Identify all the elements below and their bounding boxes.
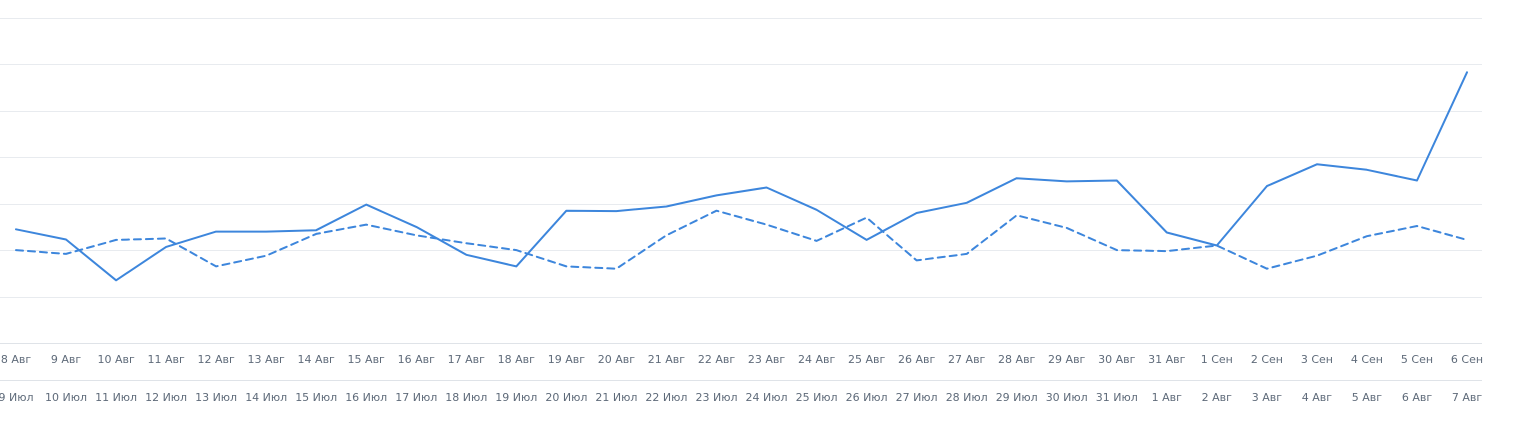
x-tick-label-secondary: 27 Июл	[896, 391, 938, 404]
series-line-2	[15, 209, 1468, 270]
x-axis-labels-primary: 8 Авг 9 Авг 10 Авг 11 Авг 12 Авг 13 Авг 14 Авг…	[1, 353, 1483, 366]
x-tick-label-secondary: 26 Июл	[846, 391, 888, 404]
x-tick-label-secondary: 13 Июл	[195, 391, 237, 404]
x-tick-label: 26 Авг	[898, 353, 936, 366]
x-tick-label: 20 Авг	[598, 353, 636, 366]
x-tick-label: 18 Авг	[498, 353, 536, 366]
x-tick-label-secondary: 18 Июл	[445, 391, 487, 404]
x-tick-label: 28 Авг	[998, 353, 1036, 366]
x-tick-label: 2 Сен	[1251, 353, 1283, 366]
x-tick-label-secondary: 31 Июл	[1096, 391, 1138, 404]
gridlines	[0, 18, 1482, 298]
x-tick-label-secondary: 19 Июл	[495, 391, 537, 404]
x-tick-label: 22 Авг	[698, 353, 736, 366]
x-tick-label-secondary: 11 Июл	[95, 391, 137, 404]
x-tick-label: 21 Авг	[648, 353, 686, 366]
x-tick-label-secondary: 1 Авг	[1152, 391, 1183, 404]
x-tick-label: 10 Авг	[97, 353, 135, 366]
x-axis-labels-secondary: 9 Июл 10 Июл 11 Июл 12 Июл 13 Июл 14 Июл 15 Ию…	[0, 391, 1482, 404]
x-tick-label: 31 Авг	[1148, 353, 1186, 366]
x-tick-label-secondary: 22 Июл	[645, 391, 687, 404]
x-tick-label: 3 Сен	[1301, 353, 1333, 366]
x-tick-label: 27 Авг	[948, 353, 986, 366]
x-tick-label-secondary: 14 Июл	[245, 391, 287, 404]
x-tick-label: 16 Авг	[398, 353, 436, 366]
x-tick-label: 15 Авг	[348, 353, 386, 366]
x-tick-label: 13 Авг	[248, 353, 286, 366]
x-tick-label: 8 Авг	[1, 353, 32, 366]
x-tick-label-secondary: 20 Июл	[545, 391, 587, 404]
x-tick-label-secondary: 4 Авг	[1302, 391, 1333, 404]
x-tick-label-secondary: 17 Июл	[395, 391, 437, 404]
x-tick-label: 14 Авг	[298, 353, 336, 366]
x-tick-label-secondary: 28 Июл	[946, 391, 988, 404]
x-tick-label: 24 Авг	[798, 353, 836, 366]
series-line-1	[15, 71, 1468, 282]
x-tick-label-secondary: 29 Июл	[996, 391, 1038, 404]
x-tick-label-secondary: 2 Авг	[1202, 391, 1233, 404]
x-tick-label: 30 Авг	[1098, 353, 1136, 366]
x-tick-label: 1 Сен	[1201, 353, 1233, 366]
x-tick-label-secondary: 25 Июл	[796, 391, 838, 404]
x-tick-label-secondary: 12 Июл	[145, 391, 187, 404]
x-tick-label: 17 Авг	[448, 353, 486, 366]
x-tick-label: 9 Авг	[51, 353, 82, 366]
x-tick-label-secondary: 21 Июл	[595, 391, 637, 404]
x-tick-label: 6 Сен	[1451, 353, 1483, 366]
x-tick-label-secondary: 24 Июл	[745, 391, 787, 404]
x-tick-label-secondary: 3 Авг	[1252, 391, 1283, 404]
x-tick-label: 4 Сен	[1351, 353, 1383, 366]
x-tick-label: 11 Авг	[147, 353, 185, 366]
series-group	[15, 71, 1468, 282]
x-tick-label-secondary: 9 Июл	[0, 391, 34, 404]
x-tick-label-secondary: 10 Июл	[45, 391, 87, 404]
x-tick-label-secondary: 7 Авг	[1452, 391, 1483, 404]
x-tick-label-secondary: 30 Июл	[1046, 391, 1088, 404]
x-tick-label: 12 Авг	[197, 353, 235, 366]
x-tick-label: 5 Сен	[1401, 353, 1433, 366]
x-tick-label-secondary: 6 Авг	[1402, 391, 1433, 404]
x-tick-label-secondary: 15 Июл	[295, 391, 337, 404]
x-tick-label: 23 Авг	[748, 353, 786, 366]
x-tick-label-secondary: 23 Июл	[695, 391, 737, 404]
x-tick-label: 29 Авг	[1048, 353, 1086, 366]
x-tick-label-secondary: 16 Июл	[345, 391, 387, 404]
x-tick-label-secondary: 5 Авг	[1352, 391, 1383, 404]
x-tick-label: 19 Авг	[548, 353, 586, 366]
x-tick-label: 25 Авг	[848, 353, 886, 366]
